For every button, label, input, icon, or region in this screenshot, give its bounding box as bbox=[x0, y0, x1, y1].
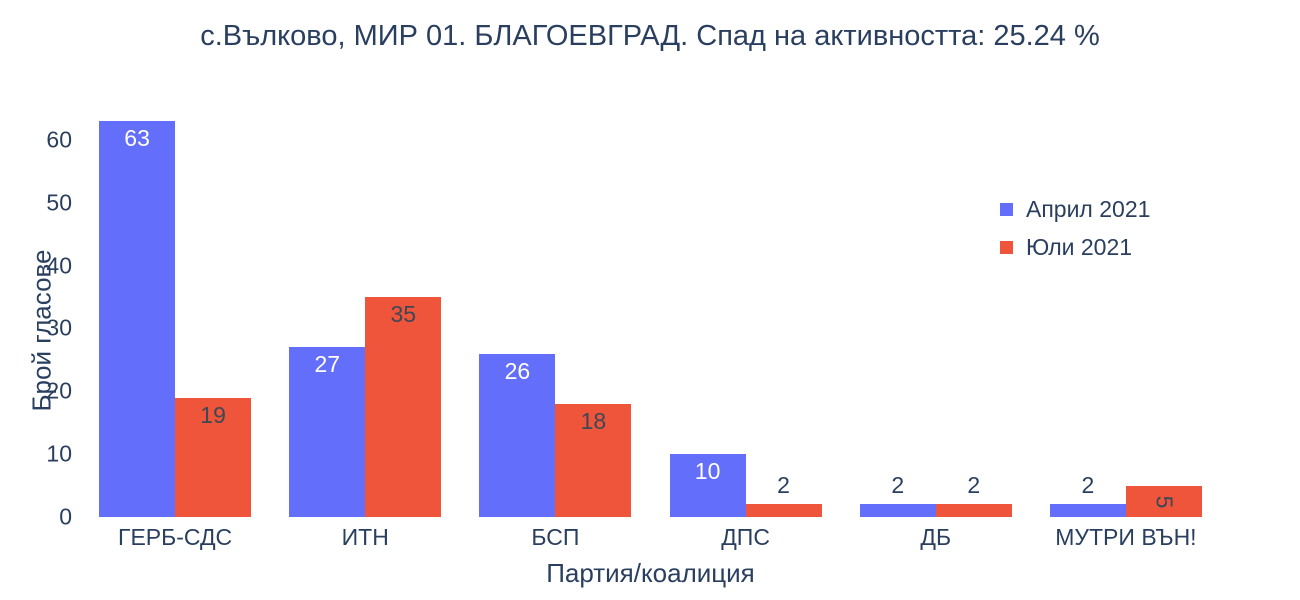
bar-series1-cat2[interactable]: 18 bbox=[555, 404, 632, 517]
bar-value-label: 27 bbox=[314, 351, 341, 377]
bar-value-label: 2 bbox=[1081, 472, 1095, 498]
chart-title: с.Вълково, МИР 01. БЛАГОЕВГРАД. Спад на … bbox=[200, 20, 1100, 52]
legend-item-series0[interactable]: Април 2021 bbox=[1000, 193, 1150, 225]
legend: Април 2021 Юли 2021 bbox=[1000, 193, 1150, 269]
bar-series0-cat3[interactable]: 10 bbox=[669, 454, 746, 517]
x-tick-label: ДПС bbox=[721, 524, 770, 550]
bar-value-label: 2 bbox=[891, 472, 905, 498]
legend-swatch-icon bbox=[1000, 240, 1013, 254]
bar-value-label: 18 bbox=[580, 408, 607, 434]
bar-series1-cat1[interactable]: 35 bbox=[365, 297, 442, 517]
y-tick-label: 0 bbox=[59, 503, 72, 530]
y-tick-label: 50 bbox=[46, 189, 72, 216]
bar-value-label: 2 bbox=[777, 472, 790, 498]
x-axis-title: Партия/коалиция bbox=[546, 558, 755, 588]
bar-series1-cat0[interactable]: 19 bbox=[175, 398, 252, 517]
bar-series0-cat1[interactable]: 27 bbox=[289, 347, 366, 517]
x-tick-label: БСП bbox=[531, 524, 580, 550]
bar-series0-cat5[interactable] bbox=[1049, 504, 1126, 517]
bar-series1-cat3[interactable] bbox=[745, 504, 822, 517]
y-tick-label: 60 bbox=[46, 126, 72, 153]
bar-series1-cat5[interactable]: 5 bbox=[1125, 486, 1202, 517]
y-tick-label: 10 bbox=[46, 440, 72, 467]
bar-series0-cat2[interactable]: 26 bbox=[479, 354, 556, 517]
bar-series0-cat4[interactable] bbox=[859, 504, 936, 517]
bar-series1-cat4[interactable] bbox=[935, 504, 1012, 517]
bar-value-label: 19 bbox=[200, 402, 226, 428]
x-tick-label: МУТРИ ВЪН! bbox=[1055, 524, 1197, 550]
legend-swatch-icon bbox=[1000, 202, 1013, 216]
legend-label: Април 2021 bbox=[1026, 195, 1151, 222]
x-tick-label: ГЕРБ-СДС bbox=[117, 524, 233, 550]
y-tick-label: 30 bbox=[46, 314, 72, 341]
bar-value-label: 2 bbox=[967, 472, 981, 498]
y-tick-label: 20 bbox=[46, 377, 72, 404]
bar-series0-cat0[interactable]: 63 bbox=[99, 121, 176, 517]
bar-value-label: 63 bbox=[124, 125, 150, 151]
x-tick-label: ДБ bbox=[920, 524, 952, 550]
bar-value-label: 26 bbox=[504, 358, 531, 384]
y-axis-title: Брой гласове bbox=[26, 249, 57, 412]
y-tick-label: 40 bbox=[46, 252, 72, 279]
bar-value-label: 35 bbox=[390, 301, 417, 327]
bar-value-label: 10 bbox=[694, 458, 721, 484]
legend-label: Юли 2021 bbox=[1026, 233, 1133, 260]
bar-value-label: 5 bbox=[1151, 495, 1178, 508]
legend-item-series1[interactable]: Юли 2021 bbox=[1000, 231, 1150, 263]
x-tick-label: ИТН bbox=[341, 524, 389, 550]
